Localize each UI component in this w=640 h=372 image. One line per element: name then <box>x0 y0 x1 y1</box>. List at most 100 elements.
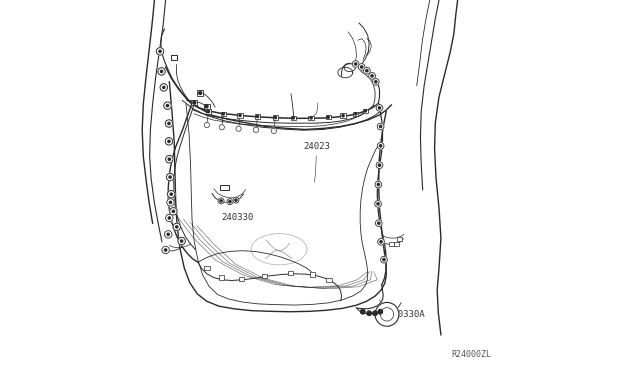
Circle shape <box>381 256 387 263</box>
Bar <box>326 115 331 119</box>
Circle shape <box>160 84 168 91</box>
Circle shape <box>168 122 170 125</box>
Bar <box>326 278 332 282</box>
Bar <box>255 114 260 119</box>
Circle shape <box>369 73 376 79</box>
Text: 240330A: 240330A <box>387 310 424 319</box>
Circle shape <box>377 203 379 205</box>
Circle shape <box>364 110 367 112</box>
Circle shape <box>170 208 177 215</box>
Circle shape <box>165 120 173 127</box>
Circle shape <box>378 238 385 245</box>
Bar <box>206 109 211 114</box>
Circle shape <box>327 116 330 118</box>
Circle shape <box>233 197 239 203</box>
Bar <box>394 242 399 246</box>
Circle shape <box>161 70 163 73</box>
Circle shape <box>378 164 381 166</box>
Bar <box>191 100 197 105</box>
Circle shape <box>168 217 170 219</box>
Circle shape <box>236 126 241 131</box>
Circle shape <box>175 226 178 228</box>
Text: R24000ZL: R24000ZL <box>451 350 491 359</box>
Circle shape <box>376 105 383 111</box>
Circle shape <box>372 78 379 85</box>
Circle shape <box>167 199 174 206</box>
Circle shape <box>378 142 384 149</box>
Circle shape <box>355 113 357 115</box>
Circle shape <box>165 138 173 145</box>
Circle shape <box>374 81 377 83</box>
Circle shape <box>360 66 363 68</box>
Circle shape <box>364 67 370 74</box>
Text: 24023: 24023 <box>303 142 330 151</box>
Bar <box>220 185 229 190</box>
Circle shape <box>360 310 365 314</box>
Bar <box>310 272 315 277</box>
Circle shape <box>166 173 174 181</box>
Circle shape <box>380 125 381 128</box>
Circle shape <box>380 145 381 147</box>
Circle shape <box>204 122 209 128</box>
Circle shape <box>180 240 183 242</box>
Circle shape <box>239 114 241 116</box>
Bar <box>340 113 346 118</box>
Circle shape <box>229 201 231 203</box>
Circle shape <box>222 113 225 115</box>
Circle shape <box>164 102 172 109</box>
Bar <box>237 113 243 118</box>
Circle shape <box>367 311 371 315</box>
Circle shape <box>162 246 170 254</box>
Circle shape <box>235 199 237 201</box>
Circle shape <box>159 50 161 52</box>
Circle shape <box>193 101 196 104</box>
Bar <box>397 237 402 241</box>
Circle shape <box>205 105 208 108</box>
Circle shape <box>173 223 180 231</box>
Circle shape <box>257 115 259 118</box>
Bar <box>197 90 203 96</box>
Circle shape <box>164 249 167 251</box>
Circle shape <box>376 162 383 169</box>
Circle shape <box>380 241 382 243</box>
Circle shape <box>353 61 359 67</box>
Circle shape <box>378 123 384 130</box>
Bar <box>287 271 293 275</box>
Circle shape <box>373 311 378 315</box>
Circle shape <box>220 200 222 202</box>
Bar <box>172 55 177 60</box>
Circle shape <box>310 117 312 119</box>
Bar <box>273 115 278 120</box>
Circle shape <box>378 310 383 314</box>
Circle shape <box>375 302 399 326</box>
Circle shape <box>170 193 172 195</box>
Circle shape <box>168 158 170 160</box>
Bar <box>221 112 226 116</box>
Circle shape <box>172 210 175 212</box>
Circle shape <box>227 199 233 205</box>
Circle shape <box>378 222 380 224</box>
Circle shape <box>163 86 165 89</box>
Circle shape <box>374 201 381 207</box>
Bar <box>204 104 209 109</box>
Bar <box>353 112 358 116</box>
Circle shape <box>170 201 172 203</box>
Circle shape <box>168 140 170 142</box>
Circle shape <box>158 68 165 75</box>
Circle shape <box>376 220 382 227</box>
Circle shape <box>166 214 173 222</box>
Circle shape <box>378 183 380 186</box>
Circle shape <box>168 190 175 198</box>
Circle shape <box>166 155 173 163</box>
Circle shape <box>342 115 344 117</box>
Bar <box>204 266 209 270</box>
Circle shape <box>178 237 186 245</box>
Circle shape <box>383 259 385 261</box>
Bar <box>262 274 267 278</box>
Circle shape <box>355 63 357 65</box>
Circle shape <box>169 176 172 178</box>
Bar <box>219 275 225 280</box>
Circle shape <box>199 92 202 94</box>
Circle shape <box>292 117 294 119</box>
Text: 240330: 240330 <box>221 213 253 222</box>
